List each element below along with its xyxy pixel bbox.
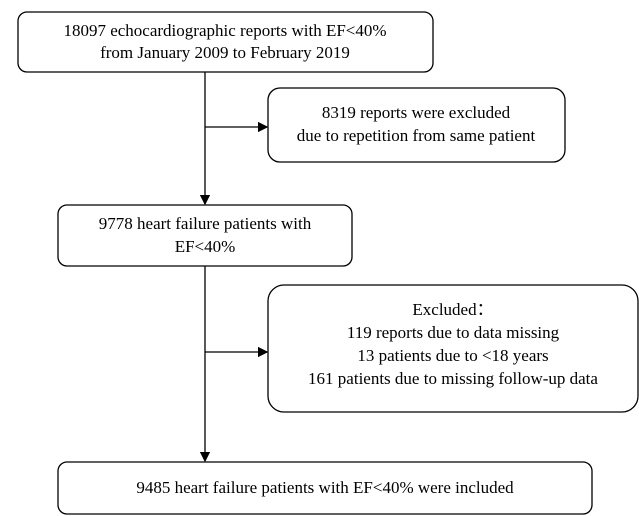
box [57,204,353,267]
box [17,11,434,73]
box-text: 9485 heart failure patients with EF<40% … [136,478,514,497]
box [57,461,593,515]
box-text: 9778 heart failure patients with [99,214,312,233]
box [267,87,566,163]
box-text: 161 patients due to missing follow-up da… [308,369,598,388]
box-text: from January 2009 to February 2019 [100,43,350,62]
box [267,284,639,413]
box-text: Excluded： [412,300,493,319]
box-text: EF<40% [175,237,236,256]
box-text: 18097 echocardiographic reports with EF<… [63,21,386,40]
box-text: 119 reports due to data missing [347,323,560,342]
box-text: due to repetition from same patient [297,126,536,145]
box-text: 8319 reports were excluded [322,103,511,122]
box-text: 13 patients due to <18 years [357,346,548,365]
